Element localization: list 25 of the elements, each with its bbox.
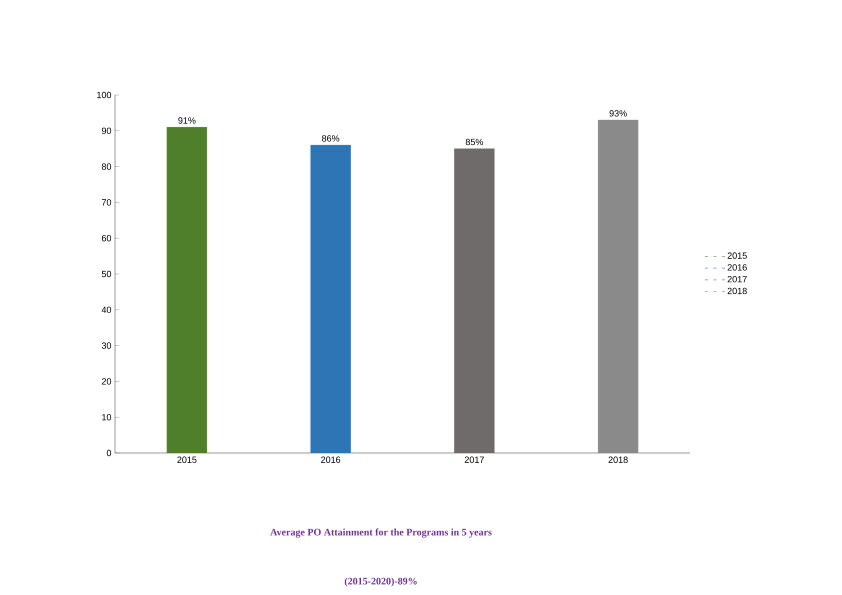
x-tick-label: 2016 — [321, 456, 340, 463]
data-label: 93% — [610, 110, 627, 117]
y-tick-label: 0 — [106, 450, 112, 456]
legend-label: 2015 — [728, 252, 747, 259]
y-tick-label: 100 — [97, 92, 112, 98]
legend-label: 2018 — [728, 288, 747, 294]
data-label: 85% — [466, 138, 484, 146]
data-label: 91% — [178, 117, 196, 124]
legend-label: 2016 — [728, 264, 747, 271]
y-tick-label: 30 — [102, 342, 112, 349]
y-tick-label: 20 — [102, 378, 112, 385]
y-tick-label: 50 — [102, 270, 112, 278]
x-tick-label: 2018 — [608, 456, 628, 463]
legend-label: 2017 — [728, 276, 747, 282]
y-tick-label: 10 — [102, 414, 112, 420]
y-tick-label: 70 — [102, 199, 112, 206]
text: Average PO Attainment for the Programs in 5 years — [270, 528, 492, 538]
y-tick-label: 80 — [102, 163, 112, 170]
text: (2015-2020)-89% — [344, 577, 417, 587]
y-tick-label: 40 — [102, 306, 112, 313]
y-tick-label: 60 — [102, 235, 112, 242]
x-tick-label: 2017 — [464, 456, 484, 463]
y-tick-label: 90 — [102, 128, 112, 134]
x-tick-label: 2015 — [177, 456, 197, 463]
data-label: 86% — [322, 135, 340, 142]
